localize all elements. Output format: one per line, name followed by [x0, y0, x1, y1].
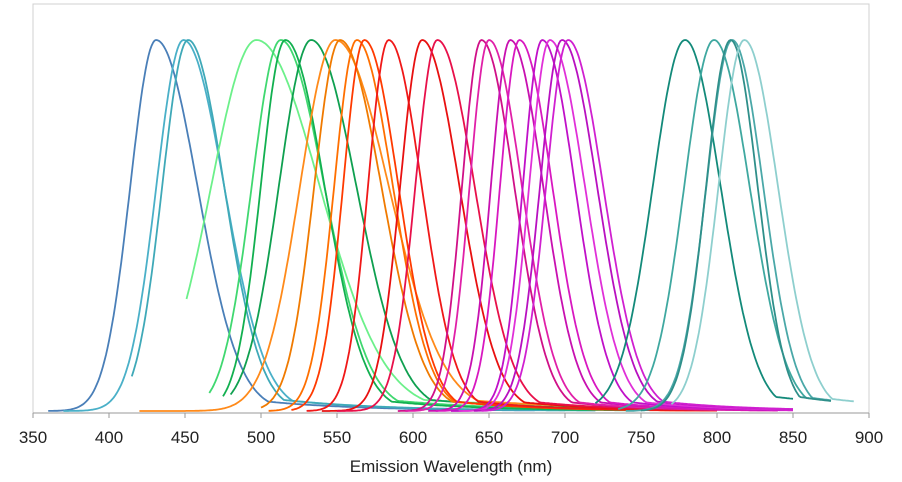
spectrum-curve [640, 39, 832, 412]
x-tick-label: 900 [855, 428, 883, 447]
x-tick-label: 500 [247, 428, 275, 447]
spectrum-curve [625, 39, 832, 412]
x-tick-label: 550 [323, 428, 351, 447]
spectrum-curve [594, 39, 794, 404]
x-tick-label: 700 [551, 428, 579, 447]
x-axis-title: Emission Wavelength (nm) [350, 457, 553, 476]
spectrum-curve [222, 39, 626, 412]
x-tick-label: 650 [475, 428, 503, 447]
spectra-curves [48, 39, 854, 412]
x-tick-label: 850 [779, 428, 807, 447]
x-tick-label: 400 [95, 428, 123, 447]
spectrum-curve [670, 39, 854, 405]
x-tick-label: 450 [171, 428, 199, 447]
x-tick-label: 350 [19, 428, 47, 447]
spectrum-curve [130, 39, 596, 412]
x-tick-label: 750 [627, 428, 655, 447]
x-tick-label: 800 [703, 428, 731, 447]
spectrum-curve [481, 39, 793, 412]
x-tick-label: 600 [399, 428, 427, 447]
x-axis-ticks: 350 400 450 500 550 600 650 700 750 800 850 900 [19, 413, 883, 447]
